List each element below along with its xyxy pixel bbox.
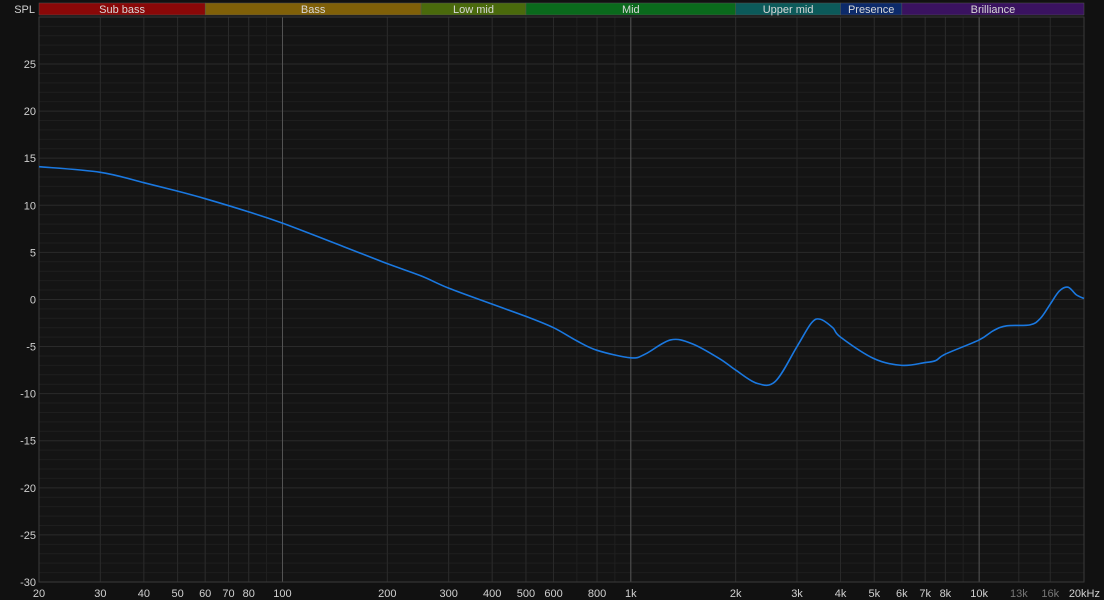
y-tick-label: 20: [24, 106, 36, 118]
x-tick-label: 20kHz: [1069, 588, 1100, 600]
x-tick-label: 800: [588, 588, 606, 600]
x-tick-label: 2k: [730, 588, 742, 600]
plot-border: [38, 16, 1085, 583]
y-tick-label: -20: [20, 483, 36, 495]
x-tick-label: 4k: [835, 588, 847, 600]
y-tick-label: 0: [30, 294, 36, 306]
y-tick-label: -30: [20, 577, 36, 589]
band-label: Upper mid: [763, 4, 814, 16]
band-label: Bass: [301, 4, 326, 16]
band-brilliance: [901, 2, 1085, 16]
band-label: Presence: [848, 4, 894, 16]
x-tick-label: 20: [33, 588, 45, 600]
y-axis-label: SPL: [14, 4, 35, 16]
x-tick-label: 5k: [868, 588, 880, 600]
x-tick-label: 100: [273, 588, 291, 600]
y-tick-label: -25: [20, 530, 36, 542]
x-tick-label: 6k: [896, 588, 908, 600]
band-label: Brilliance: [971, 4, 1016, 16]
x-tick-label: 8k: [940, 588, 952, 600]
x-tick-label: 70: [222, 588, 234, 600]
x-tick-label: 80: [243, 588, 255, 600]
x-tick-label: 300: [439, 588, 457, 600]
x-tick-label: 1k: [625, 588, 637, 600]
x-tick-label: 10k: [970, 588, 988, 600]
x-tick-label: 30: [94, 588, 106, 600]
x-tick-label: 3k: [791, 588, 803, 600]
y-tick-label: -15: [20, 436, 36, 448]
x-tick-label: 60: [199, 588, 211, 600]
y-tick-label: 15: [24, 153, 36, 165]
x-tick-label: 50: [171, 588, 183, 600]
x-tick-label: 13k: [1010, 588, 1028, 600]
band-label: Sub bass: [99, 4, 145, 16]
frequency-response-line: [38, 165, 1085, 387]
band-label: Low mid: [453, 4, 494, 16]
y-tick-label: 25: [24, 59, 36, 71]
y-tick-label: -5: [26, 342, 36, 354]
y-tick-label: 10: [24, 200, 36, 212]
y-tick-label: -10: [20, 389, 36, 401]
x-tick-label: 500: [517, 588, 535, 600]
x-tick-label: 600: [544, 588, 562, 600]
x-tick-label: 16k: [1041, 588, 1059, 600]
x-tick-label: 200: [378, 588, 396, 600]
x-tick-label: 40: [138, 588, 150, 600]
band-label: Mid: [622, 4, 640, 16]
y-tick-label: 5: [30, 247, 36, 259]
x-tick-label: 7k: [919, 588, 931, 600]
x-tick-label: 400: [483, 588, 501, 600]
